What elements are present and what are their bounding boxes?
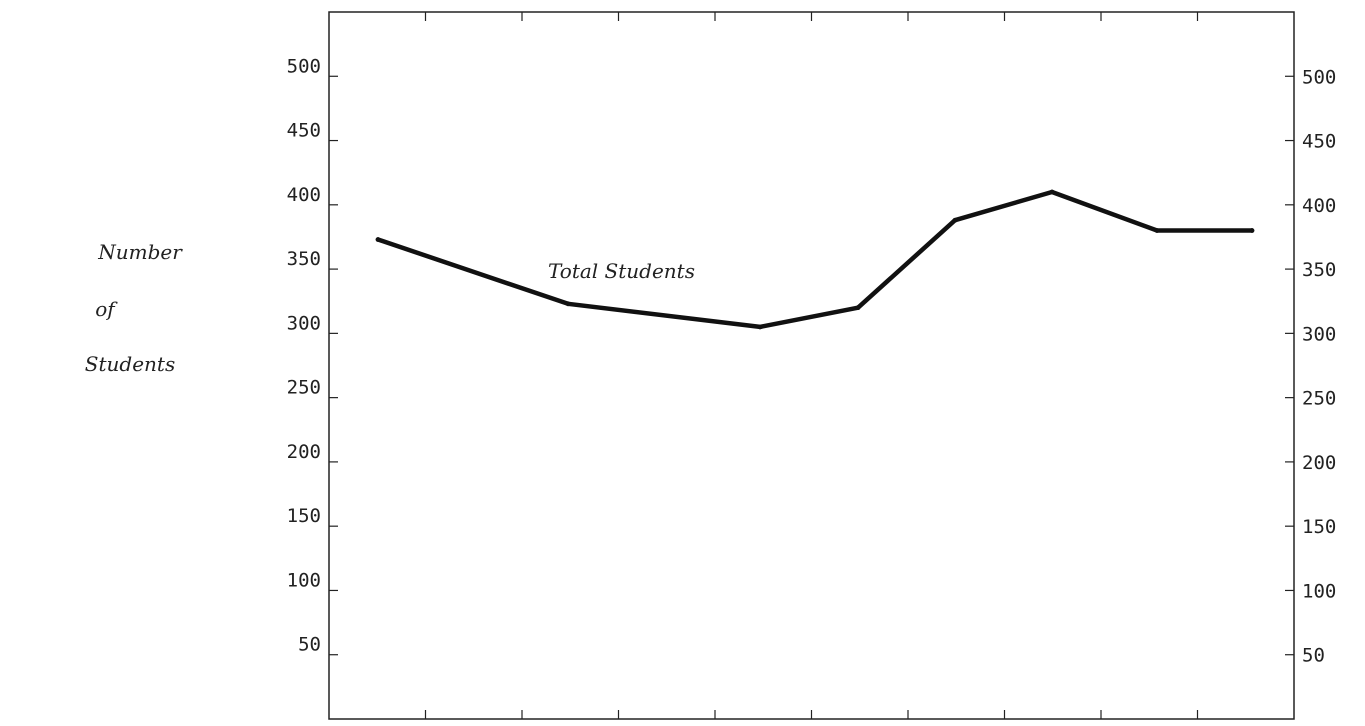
- right-tick-label-50: 50: [1302, 645, 1325, 667]
- left-tick-label-500: 500: [287, 55, 321, 77]
- right-tick-label-400: 400: [1302, 195, 1336, 217]
- series-group: Total Students: [375, 189, 1255, 330]
- x-axis-ticks: [424, 12, 1199, 719]
- plot-frame: [328, 11, 1295, 720]
- data-point-3: [855, 305, 861, 311]
- left-tick-label-100: 100: [287, 569, 321, 591]
- left-tick-label-250: 250: [287, 377, 321, 399]
- data-point-4: [952, 217, 958, 223]
- right-tick-label-100: 100: [1302, 580, 1336, 602]
- left-axis: 50 100 150 200 250 300 350 400 450 500: [287, 55, 338, 656]
- left-tick-label-400: 400: [287, 184, 321, 206]
- data-point-7: [1249, 228, 1255, 233]
- data-point-2: [757, 324, 763, 330]
- right-tick-label-300: 300: [1302, 323, 1336, 345]
- data-point-0: [375, 237, 381, 242]
- left-tick-label-50: 50: [298, 634, 321, 656]
- data-point-6: [1154, 228, 1160, 233]
- left-tick-label-200: 200: [287, 441, 321, 463]
- data-point-1: [565, 301, 571, 307]
- right-axis: 50 100 150 200 250 300 350 400 450 500: [1285, 66, 1336, 667]
- right-tick-label-350: 350: [1302, 259, 1336, 281]
- left-tick-label-350: 350: [287, 248, 321, 270]
- left-tick-label-150: 150: [287, 505, 321, 527]
- data-point-5: [1049, 189, 1055, 195]
- y-axis-label-line-3: Students: [84, 352, 176, 376]
- right-tick-label-200: 200: [1302, 452, 1336, 474]
- right-tick-label-500: 500: [1302, 66, 1336, 88]
- left-tick-label-300: 300: [287, 312, 321, 334]
- y-axis-label-line-2: of: [95, 297, 115, 321]
- series-line-0: [375, 189, 1255, 330]
- series-label: Total Students: [548, 259, 695, 283]
- left-tick-label-450: 450: [287, 120, 321, 142]
- right-tick-label-150: 150: [1302, 516, 1336, 538]
- y-axis-label-line-1: Number: [98, 240, 182, 264]
- right-tick-label-450: 450: [1302, 131, 1336, 153]
- right-tick-label-250: 250: [1302, 388, 1336, 410]
